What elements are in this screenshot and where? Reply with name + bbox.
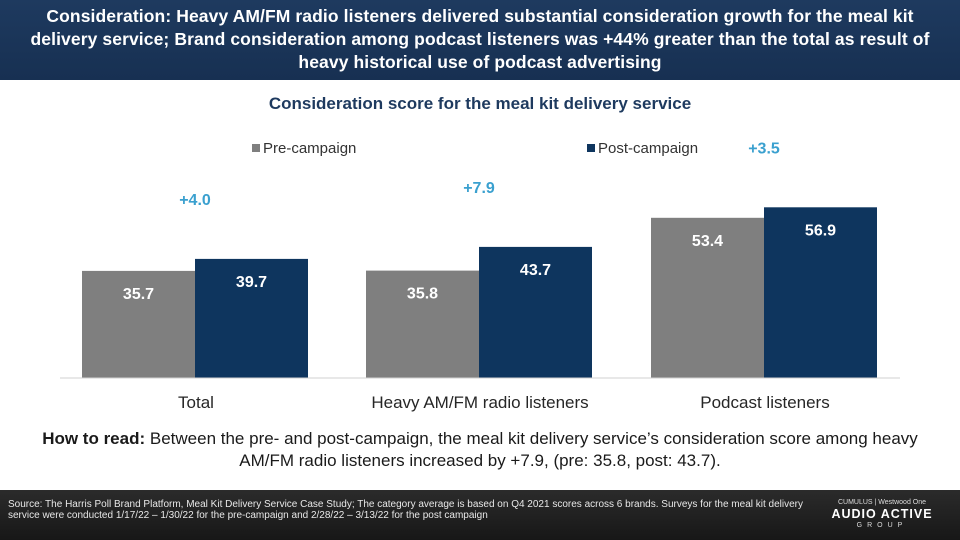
bar-group: 35.7 39.7 35.8 43.7 53.4 56.9 [82,207,877,378]
legend-swatch-1 [587,144,595,152]
how-to-read-label: How to read: [42,429,146,448]
how-to-read-text: Between the pre- and post-campaign, the … [149,429,918,470]
chart-legend: Pre-campaign Post-campaign [252,140,698,157]
bar-value-0-1: 35.8 [407,286,438,303]
how-to-read: How to read: Between the pre- and post-c… [20,428,940,472]
x-axis-labels: Total Heavy AM/FM radio listeners Podcast … [178,393,830,412]
bar-1-2 [764,207,877,378]
bar-0-1 [366,270,479,378]
bar-value-0-2: 53.4 [692,233,723,250]
brand-top-text: CUMULUS | Westwood One [837,499,927,506]
bar-0-2 [651,217,764,378]
bar-value-0-0: 35.7 [123,286,154,303]
slide-header: Consideration: Heavy AM/FM radio listene… [0,0,960,80]
brand-sub: GROUP [856,522,908,529]
bar-1-1 [479,246,592,378]
change-label-2: +3.5 [748,140,780,157]
change-annotations: +4.0 +7.9 +3.5 [179,140,780,209]
bar-value-1-0: 39.7 [236,274,267,291]
bar-chart: Consideration score for the meal kit del… [60,94,900,412]
chart-title: Consideration score for the meal kit del… [269,94,691,113]
bar-value-1-1: 43.7 [520,262,551,279]
legend-label-0: Pre-campaign [263,140,356,157]
source-note: Source: The Harris Poll Brand Platform, … [8,499,803,521]
bar-1-0 [195,258,308,378]
bar-0-0 [82,270,195,378]
category-label-0: Total [178,393,214,412]
brand-logo: CUMULUS | Westwood One AUDIO ACTIVE GROU… [822,498,942,530]
brand-name: AUDIO ACTIVE [831,507,933,521]
legend-swatch-0 [252,144,260,152]
change-label-0: +4.0 [179,192,211,209]
change-label-1: +7.9 [463,180,495,197]
category-label-1: Heavy AM/FM radio listeners [371,393,588,412]
slide-title: Consideration: Heavy AM/FM radio listene… [30,6,930,72]
legend-label-1: Post-campaign [598,140,698,157]
category-label-2: Podcast listeners [700,393,829,412]
footer: Source: The Harris Poll Brand Platform, … [0,490,960,540]
bar-value-1-2: 56.9 [805,222,836,239]
